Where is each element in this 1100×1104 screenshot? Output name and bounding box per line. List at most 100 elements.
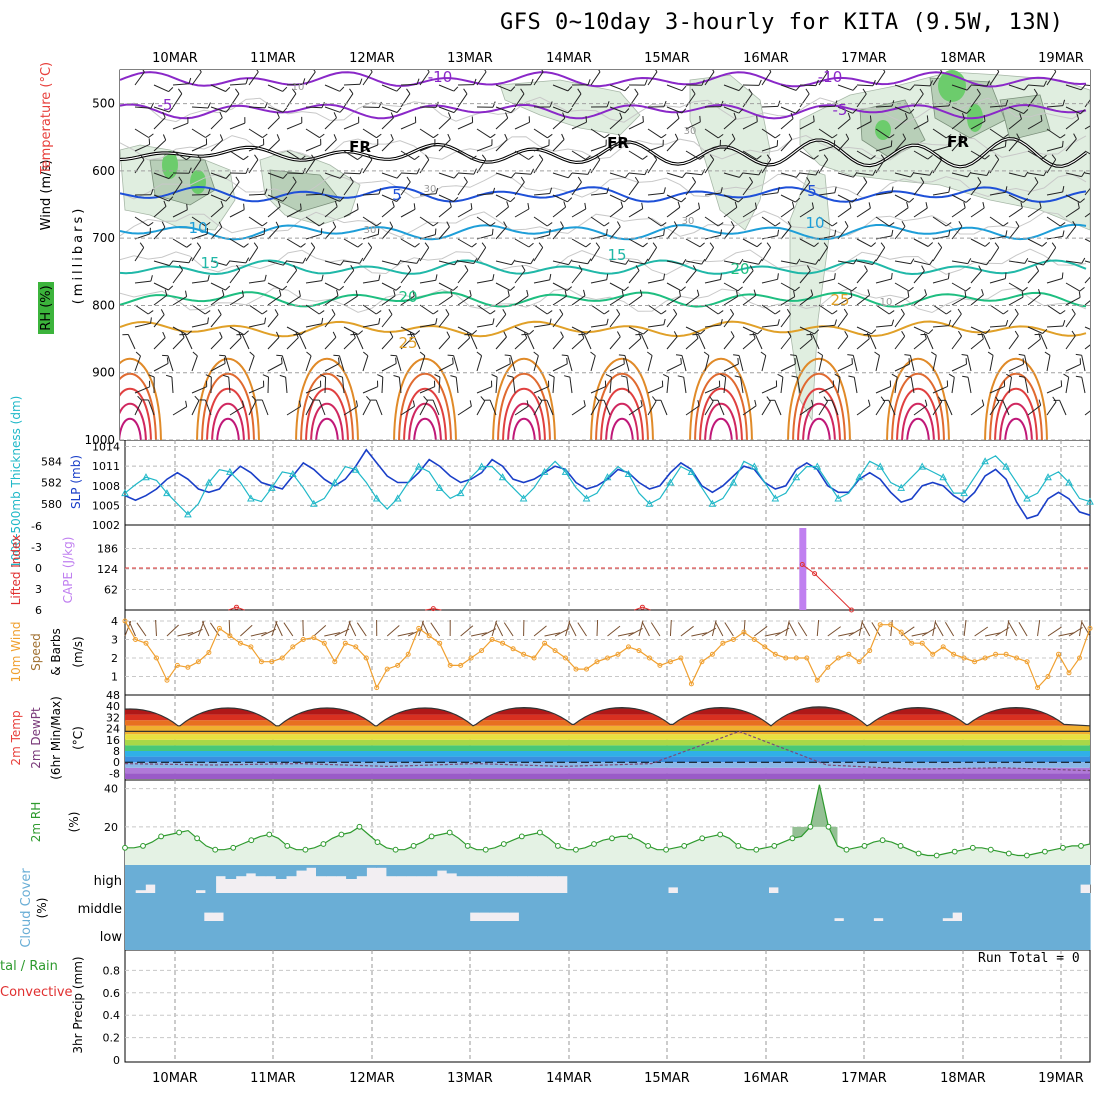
wind-barb [975,627,988,636]
slp-tick: 1002 [92,519,120,532]
wind-barb [276,622,283,637]
cloud-bar [286,865,297,876]
cloud-bar [962,921,972,950]
cloud-bar [194,921,204,950]
cloud-bar [962,893,972,921]
wind-barb [817,620,818,636]
wind-barb-feather [927,115,928,121]
wind-barb-feather [681,358,682,364]
isotherm-label: 20 [398,288,417,306]
wind-barb-feather [1093,266,1096,271]
cloud-bar [548,893,558,921]
cloud-bar [839,865,850,893]
panel-border [125,950,1090,1062]
isotherm-label: 15 [607,246,626,264]
cloud-bar [824,893,834,921]
top-date-label: 14MAR [546,51,592,66]
cloud-bar [145,865,156,885]
rh-point [934,853,939,858]
cloud-bar [688,865,699,893]
li-tick: -6 [31,520,42,533]
cloud-bar [588,893,598,921]
cloud-bar [844,893,854,921]
cloud-bar [224,893,234,921]
cloud-bar [507,865,518,876]
cloud-bar [292,921,302,950]
wind-barb [569,622,576,636]
cloud-bar [982,893,992,921]
wind-barb [578,623,587,636]
rh-point [1061,845,1066,850]
cloud-bar [1021,893,1031,921]
cloud-bar [164,921,174,950]
cloud-bar [174,893,184,921]
cloud-bar [450,921,460,950]
cloud-bar [557,865,568,876]
cloud-bar [346,865,357,879]
cloud-bar [755,921,765,950]
cloud-bar [322,893,332,921]
cloud-bar [939,865,950,893]
wind-barb [287,173,303,174]
rh-point [267,832,272,837]
wind-barb [1009,622,1017,636]
cloud-bar [477,865,488,876]
cloud-bar [726,921,736,950]
wind-barb-feather [567,358,568,364]
wind-barb-feather [795,358,796,364]
cloud-bar [450,893,460,921]
wind-barb [754,626,767,636]
cloud-bar [667,921,677,950]
cloud-bar [577,865,588,893]
cloud-bar [165,865,176,893]
cloud-bar [155,865,166,893]
cloud-bar [834,893,844,918]
wind-barb-feather [396,358,397,364]
cloud-bar [489,893,499,913]
wind-barb [789,622,797,636]
wind-barb-feather [891,140,892,146]
cloud-bar [913,893,923,921]
cloud-bar [990,865,1001,893]
temp-hump-band [125,715,1090,721]
rh-tick: 40 [104,783,118,796]
wind-barb [964,620,966,636]
cloud-bar [499,921,509,950]
rh-point [790,836,795,841]
cloud-bar [1051,893,1061,921]
wind-barb [762,106,778,107]
cloud-bar [1061,921,1071,950]
wind-barb [387,626,399,637]
wind-barb-feather [391,355,397,356]
rh-point [646,844,651,849]
upper-axis-label-pressure: (millibars) [71,206,86,305]
bottom-date-label: 15MAR [644,1071,690,1086]
wind-barb-feather [339,358,340,364]
li-line [802,565,851,611]
wind-barb [137,623,146,636]
cloud-bar [678,865,689,893]
cloud-bar [587,865,598,893]
top-date-label: 19MAR [1038,51,1084,66]
cloud-bar [716,921,726,950]
rh-point [880,838,885,843]
cloud-bar [253,893,263,921]
wind-barb [202,621,209,636]
isotherm-label: -10 [428,68,453,86]
cloud-bar [1080,865,1091,885]
cloud-bar [706,893,716,921]
wind-barb [651,623,660,637]
cloud-axis-units: (%) [35,898,49,919]
bottom-date-label: 11MAR [250,1071,296,1086]
cloud-bar [929,865,940,893]
slp-axis-label: SLP (mb) [69,455,83,509]
temp-band [125,734,1090,740]
cloud-bar [647,921,657,950]
cloud-bar [356,865,367,876]
wind-barb-feather [1091,89,1094,94]
rh-point [1043,849,1048,854]
minmax-axis-label: (6hr Min/Max) [49,696,63,780]
temp-tick: -8 [109,767,120,780]
wind-barb-feather [586,116,587,122]
wind-barb [504,623,513,636]
